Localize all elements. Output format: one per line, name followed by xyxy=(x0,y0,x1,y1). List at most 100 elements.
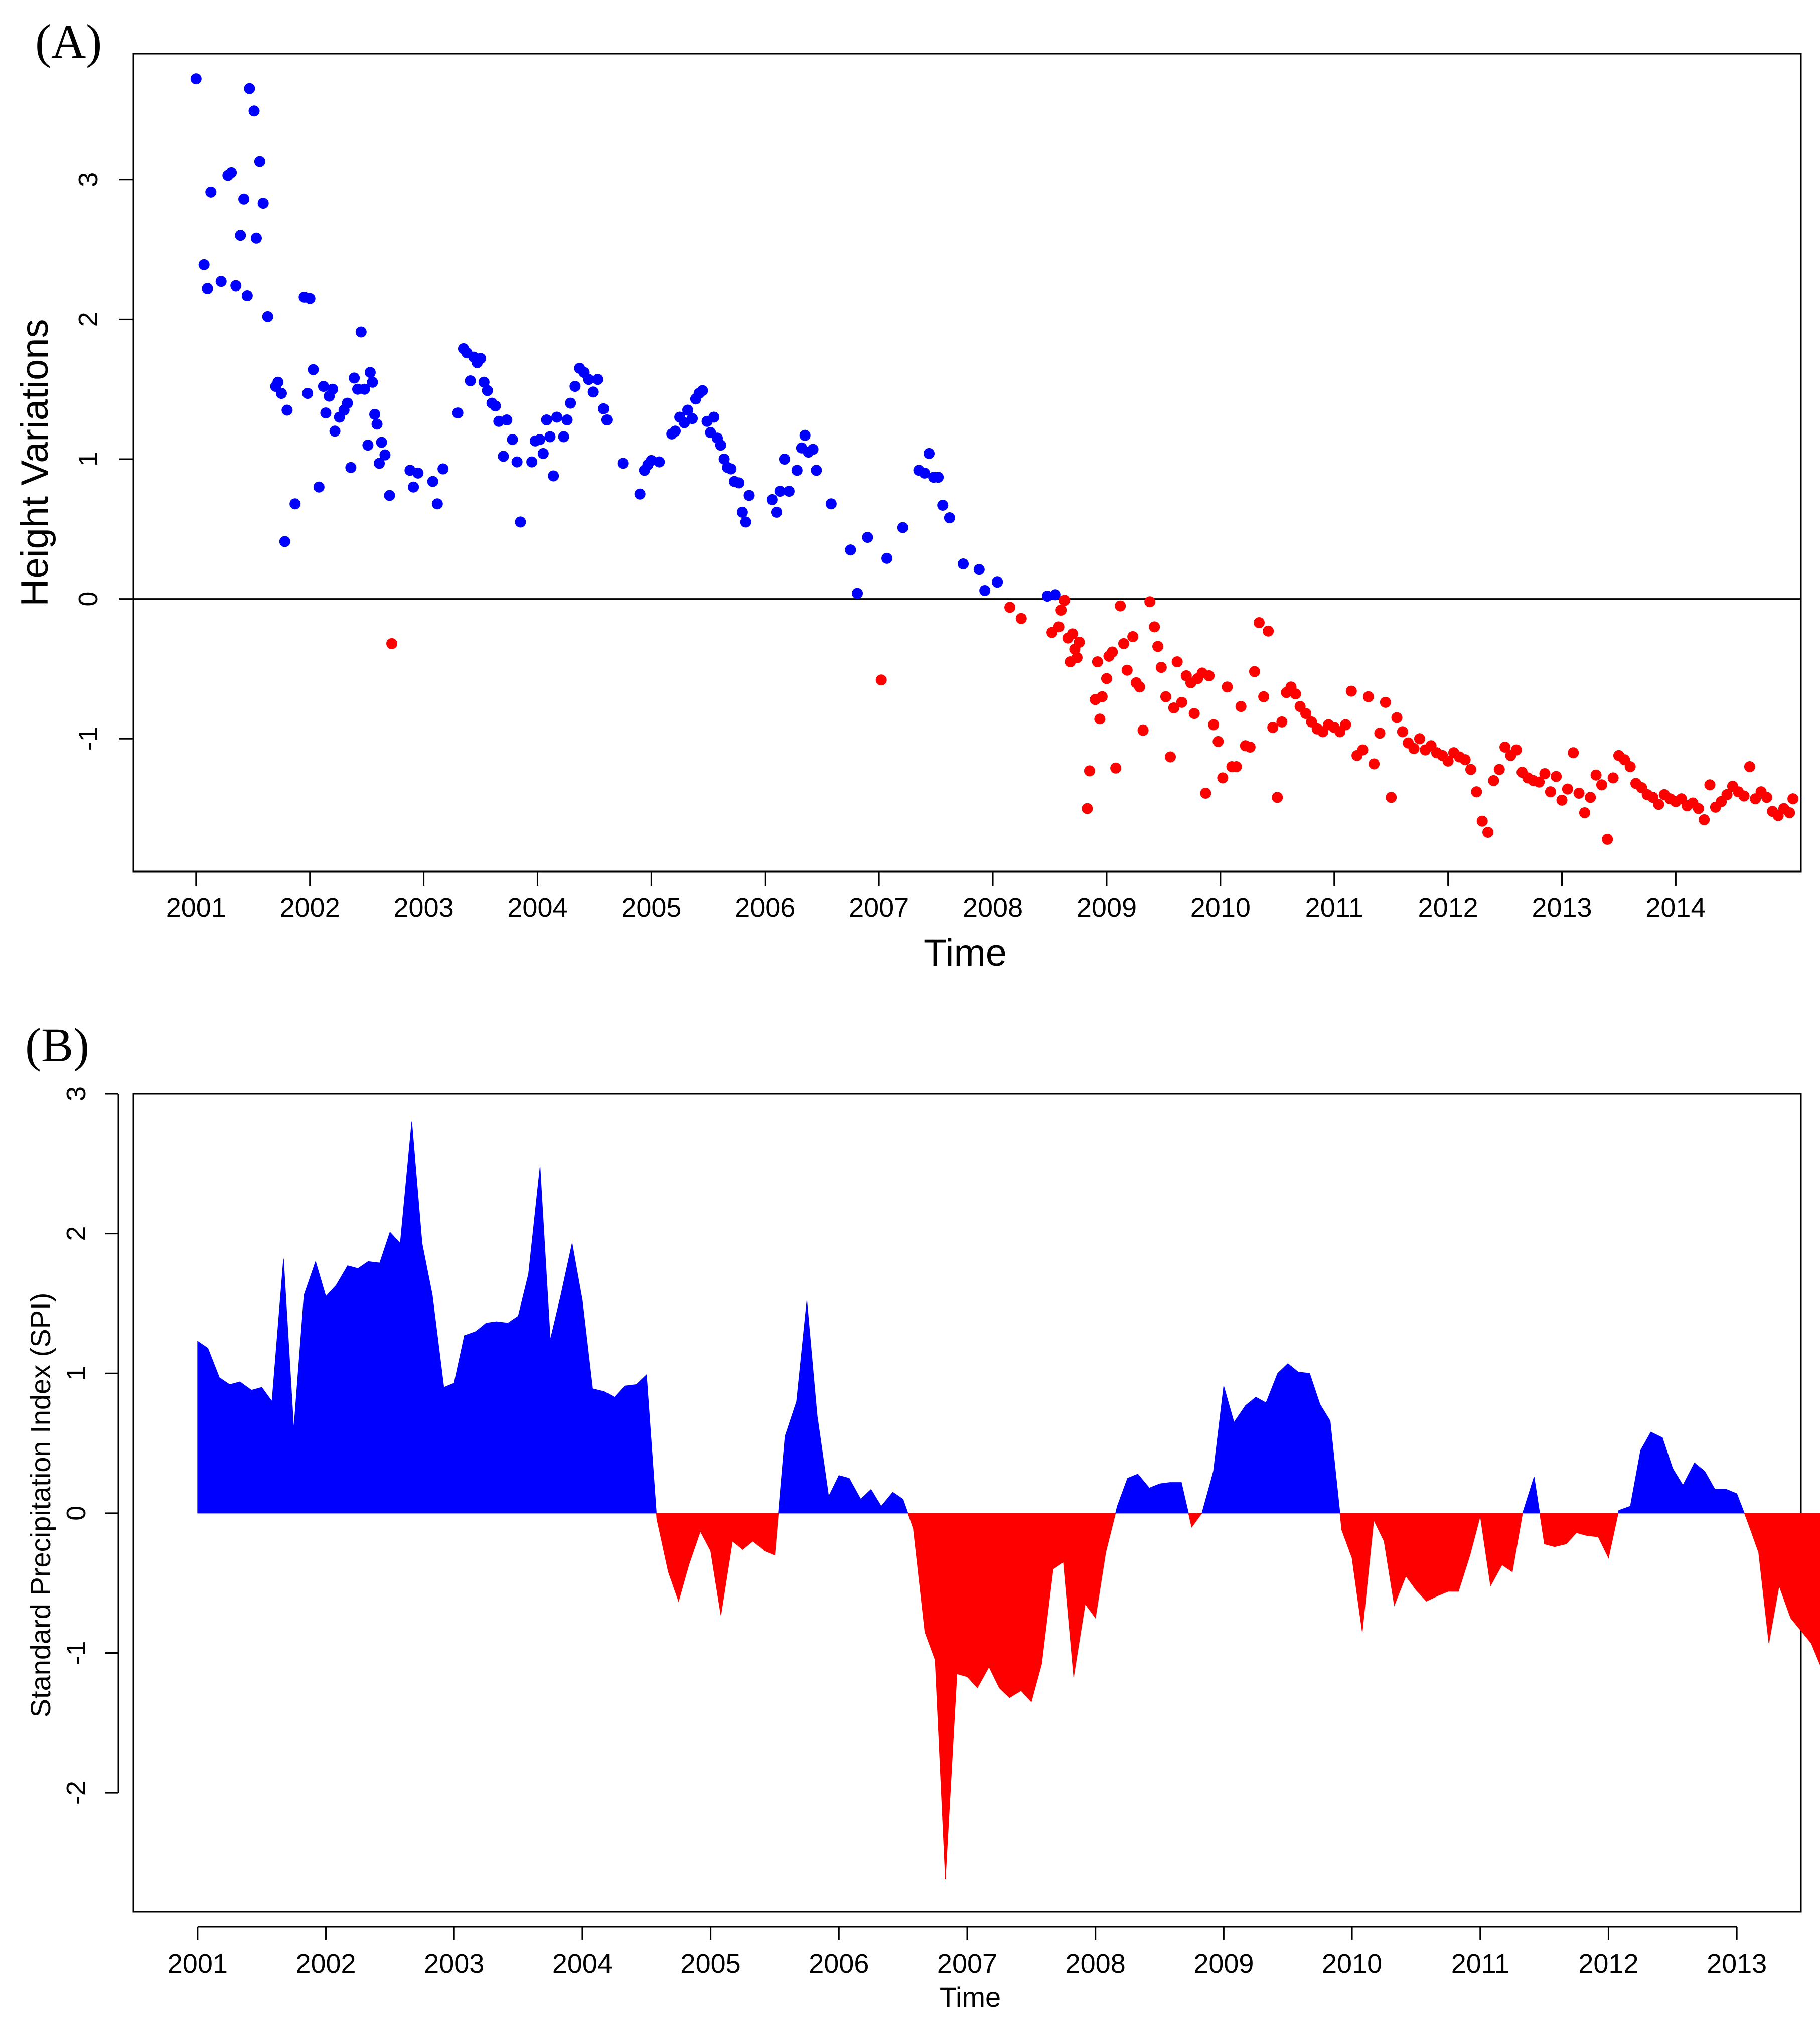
positive-point xyxy=(687,413,698,424)
positive-point xyxy=(412,467,424,479)
negative-point xyxy=(1510,744,1522,756)
positive-point xyxy=(369,408,381,420)
negative-point xyxy=(1761,792,1772,803)
negative-point xyxy=(1573,787,1585,799)
panel-a-x-tick-label: 2008 xyxy=(963,893,1023,923)
positive-point xyxy=(244,83,255,94)
positive-point xyxy=(364,367,376,378)
positive-point xyxy=(345,462,357,473)
positive-point xyxy=(490,400,501,412)
positive-point xyxy=(302,388,314,399)
negative-point xyxy=(1217,772,1229,784)
positive-point xyxy=(807,444,819,455)
negative-point xyxy=(1562,783,1573,795)
positive-point xyxy=(482,385,493,396)
panel-a-y-tick-label: 1 xyxy=(73,452,103,467)
panel-b-x-tick-label: 2012 xyxy=(1578,1949,1638,1979)
positive-point xyxy=(251,232,262,244)
negative-point xyxy=(1568,747,1579,759)
positive-point xyxy=(736,506,748,518)
positive-point xyxy=(598,403,610,414)
negative-point xyxy=(1058,595,1070,606)
positive-point xyxy=(569,381,581,392)
positive-point xyxy=(973,564,985,575)
positive-point xyxy=(318,381,329,392)
panel-a-y-tick-label: 2 xyxy=(73,312,103,327)
negative-point xyxy=(1699,814,1710,825)
negative-point xyxy=(1556,794,1568,806)
positive-point xyxy=(452,407,464,419)
positive-point xyxy=(198,259,210,270)
panel-a-y-tick-label: -1 xyxy=(73,727,103,751)
negative-point xyxy=(1263,625,1274,637)
positive-point xyxy=(783,486,795,497)
negative-point xyxy=(1345,685,1357,697)
negative-point xyxy=(1253,617,1265,629)
panel-a-points xyxy=(190,73,1799,845)
negative-point xyxy=(1171,656,1183,668)
positive-point xyxy=(919,467,930,479)
positive-point xyxy=(725,463,737,475)
negative-point xyxy=(1165,751,1176,763)
negative-point xyxy=(1738,790,1750,802)
positive-point xyxy=(541,414,552,426)
negative-point xyxy=(1787,793,1799,805)
negative-point xyxy=(1459,754,1471,766)
negative-point xyxy=(1624,761,1636,773)
positive-point xyxy=(601,414,613,426)
positive-point xyxy=(501,414,513,426)
positive-point xyxy=(825,498,837,510)
positive-spi-area xyxy=(1522,1477,1540,1514)
positive-point xyxy=(235,230,246,241)
panel-b-y-axis-title: Standard Precipitation Index (SPI) xyxy=(25,1293,56,1718)
positive-point xyxy=(515,516,526,528)
panel-b-x-tick-label: 2003 xyxy=(424,1949,484,1979)
negative-point xyxy=(1493,764,1505,775)
positive-point xyxy=(862,532,873,543)
negative-point xyxy=(1155,662,1167,673)
negative-point xyxy=(1585,792,1596,803)
negative-point xyxy=(1442,755,1454,767)
negative-point xyxy=(1391,712,1403,723)
positive-point xyxy=(205,186,217,198)
negative-point xyxy=(1115,600,1126,612)
positive-point xyxy=(359,383,370,395)
negative-point xyxy=(1653,799,1664,810)
negative-point xyxy=(1386,792,1397,803)
negative-point xyxy=(1004,602,1016,613)
panel-b-y-tick-label: -1 xyxy=(61,1641,91,1665)
negative-point xyxy=(1539,768,1551,779)
positive-point xyxy=(327,383,339,395)
negative-point xyxy=(1101,673,1112,684)
negative-point xyxy=(1784,807,1795,818)
positive-point xyxy=(733,477,745,489)
negative-point xyxy=(1152,641,1164,652)
negative-point xyxy=(1267,722,1279,734)
panel-a-x-tick-label: 2013 xyxy=(1532,893,1592,923)
panel-b-x-tick-label: 2007 xyxy=(937,1949,997,1979)
positive-point xyxy=(329,425,341,437)
negative-point xyxy=(1249,666,1260,677)
positive-point xyxy=(779,454,790,465)
positive-point xyxy=(257,198,269,209)
negative-spi-area xyxy=(656,1513,779,1616)
panel-a-x-axis: 2001 2002 2003 2004 2005 2006 2007 2008 2009 2010… xyxy=(166,872,1706,923)
negative-point xyxy=(1590,769,1602,781)
positive-point xyxy=(342,397,353,409)
negative-point xyxy=(1534,776,1545,788)
panel-b-y-tick-label: 3 xyxy=(61,1086,91,1101)
panel-a-x-tick-label: 2004 xyxy=(507,893,567,923)
negative-point xyxy=(1118,638,1129,649)
negative-point xyxy=(1357,744,1369,756)
panel-a-y-axis-title: Height Variations xyxy=(14,319,56,606)
negative-point xyxy=(1300,708,1312,719)
panel-b-x-tick-label: 2006 xyxy=(809,1949,869,1979)
panel-b-x-tick-label: 2002 xyxy=(295,1949,356,1979)
negative-point xyxy=(1596,779,1607,791)
panel-b-y-tick-label: -2 xyxy=(61,1781,91,1805)
negative-point xyxy=(1110,762,1122,774)
panel-a-x-tick-label: 2014 xyxy=(1645,893,1706,923)
positive-point xyxy=(275,388,287,399)
negative-point xyxy=(1055,604,1067,616)
